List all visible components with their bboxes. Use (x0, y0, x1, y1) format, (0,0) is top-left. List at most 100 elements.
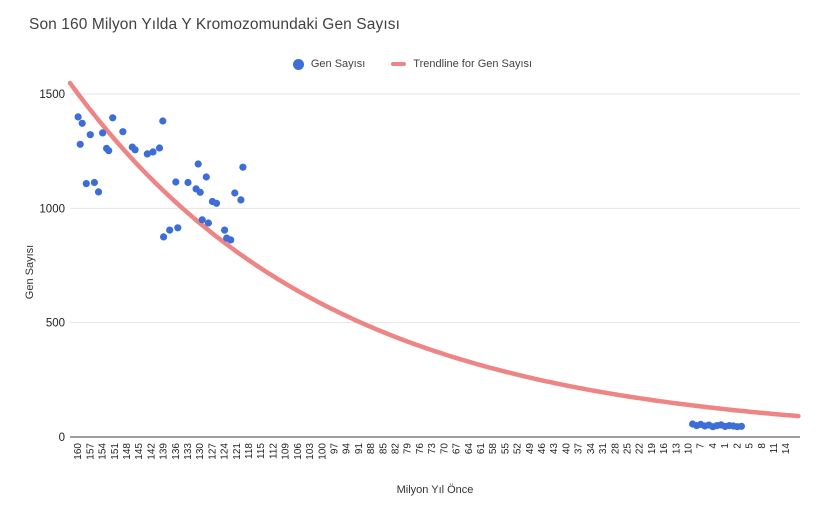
x-tick-label: 16 (659, 443, 670, 455)
data-point[interactable] (174, 224, 182, 232)
x-tick-label: 28 (610, 443, 621, 455)
data-point[interactable] (227, 236, 235, 244)
x-tick-label: 112 (268, 443, 279, 459)
data-point[interactable] (231, 189, 239, 197)
data-point[interactable] (196, 188, 204, 196)
data-point[interactable] (78, 119, 86, 127)
x-axis-title: Milyon Yıl Önce (396, 484, 474, 496)
data-point[interactable] (198, 216, 206, 224)
data-point[interactable] (194, 160, 202, 168)
data-point[interactable] (86, 131, 94, 139)
data-point[interactable] (155, 144, 164, 152)
y-tick-label: 500 (46, 318, 65, 330)
legend-item-series: Gen Sayısı (292, 58, 365, 70)
data-point[interactable] (221, 226, 229, 234)
legend-trendline-label: Trendline for Gen Sayısı (413, 58, 533, 70)
x-tick-label: 160 (73, 443, 84, 460)
y-axis-title: Gen Sayısı (24, 244, 36, 300)
data-point[interactable] (99, 129, 107, 137)
data-point[interactable] (212, 199, 221, 207)
x-tick-label: 154 (98, 443, 109, 460)
series-point-marker-icon (292, 58, 304, 70)
x-tick-label: 13 (671, 443, 682, 455)
data-point[interactable] (90, 178, 98, 187)
x-tick-label: 88 (366, 443, 377, 455)
x-tick-label: 145 (134, 443, 145, 460)
x-tick-label: 11 (769, 443, 780, 454)
x-tick-label: 109 (281, 443, 292, 460)
data-point[interactable] (160, 233, 168, 241)
trendline[interactable] (67, 80, 801, 419)
data-point[interactable] (94, 188, 103, 196)
x-tick-label: 10 (684, 443, 695, 455)
x-tick-label: 40 (561, 443, 572, 455)
data-point[interactable] (184, 178, 192, 187)
x-tick-label: 55 (500, 443, 511, 455)
x-tick-label: 1 (720, 443, 731, 449)
legend-item-trendline: Trendline for Gen Sayısı (391, 58, 532, 70)
data-point[interactable] (149, 148, 157, 156)
x-tick-label: 100 (317, 443, 328, 460)
x-tick-label: 85 (378, 443, 389, 455)
x-tick-label: 52 (513, 443, 524, 455)
x-tick-label: 73 (427, 443, 438, 455)
data-point[interactable] (82, 180, 90, 188)
x-tick-label: 91 (354, 443, 365, 455)
x-tick-label: 103 (305, 443, 316, 460)
data-point[interactable] (74, 113, 82, 121)
x-tick-label: 14 (781, 443, 792, 455)
data-point[interactable] (172, 178, 180, 186)
x-tick-label: 148 (122, 443, 133, 460)
x-tick-label: 142 (146, 443, 157, 460)
x-tick-label: 106 (293, 443, 304, 460)
x-tick-label: 133 (183, 443, 194, 460)
x-tick-label: 136 (171, 443, 182, 460)
data-point[interactable] (239, 163, 247, 171)
x-tick-label: 34 (586, 443, 597, 455)
data-point[interactable] (166, 226, 174, 234)
x-tick-label: 64 (464, 443, 475, 455)
x-tick-label: 5 (745, 443, 756, 449)
data-point[interactable] (202, 173, 210, 181)
x-tick-label: 46 (537, 443, 548, 455)
data-point[interactable] (237, 196, 245, 204)
data-point[interactable] (143, 150, 151, 158)
trendline-marker-icon (391, 62, 407, 66)
data-point[interactable] (159, 117, 167, 125)
x-tick-label: 8 (757, 443, 768, 449)
x-tick-label: 130 (195, 443, 206, 460)
data-point[interactable] (119, 128, 127, 136)
x-tick-label: 58 (488, 443, 499, 455)
x-tick-label: 2 (732, 443, 743, 449)
x-tick-label: 151 (110, 443, 121, 460)
data-point[interactable] (131, 146, 139, 154)
data-point[interactable] (109, 114, 117, 122)
data-point[interactable] (737, 422, 746, 430)
x-tick-label: 49 (525, 443, 536, 455)
data-point[interactable] (105, 147, 113, 155)
y-tick-label: 1000 (39, 203, 65, 215)
x-tick-label: 76 (415, 443, 426, 455)
x-tick-label: 43 (549, 443, 560, 455)
data-point[interactable] (76, 140, 84, 148)
x-tick-label: 124 (220, 443, 231, 460)
x-tick-label: 94 (342, 443, 353, 455)
x-tick-label: 121 (232, 443, 243, 460)
data-point[interactable] (204, 219, 212, 227)
x-tick-label: 97 (329, 443, 340, 455)
x-tick-label: 67 (452, 443, 463, 455)
chart-title: Son 160 Milyon Yılda Y Kromozomundaki Ge… (29, 16, 400, 33)
x-tick-label: 70 (439, 443, 450, 455)
x-tick-label: 115 (256, 443, 267, 459)
y-tick-label: 0 (59, 432, 65, 444)
x-tick-label: 31 (598, 443, 609, 455)
x-tick-label: 61 (476, 443, 487, 455)
x-tick-label: 118 (244, 443, 255, 459)
x-tick-label: 37 (574, 443, 585, 455)
x-tick-label: 139 (159, 443, 170, 460)
x-tick-label: 4 (708, 443, 719, 449)
x-tick-label: 19 (647, 443, 658, 455)
y-tick-label: 1500 (39, 89, 65, 101)
x-tick-label: 7 (696, 443, 707, 449)
